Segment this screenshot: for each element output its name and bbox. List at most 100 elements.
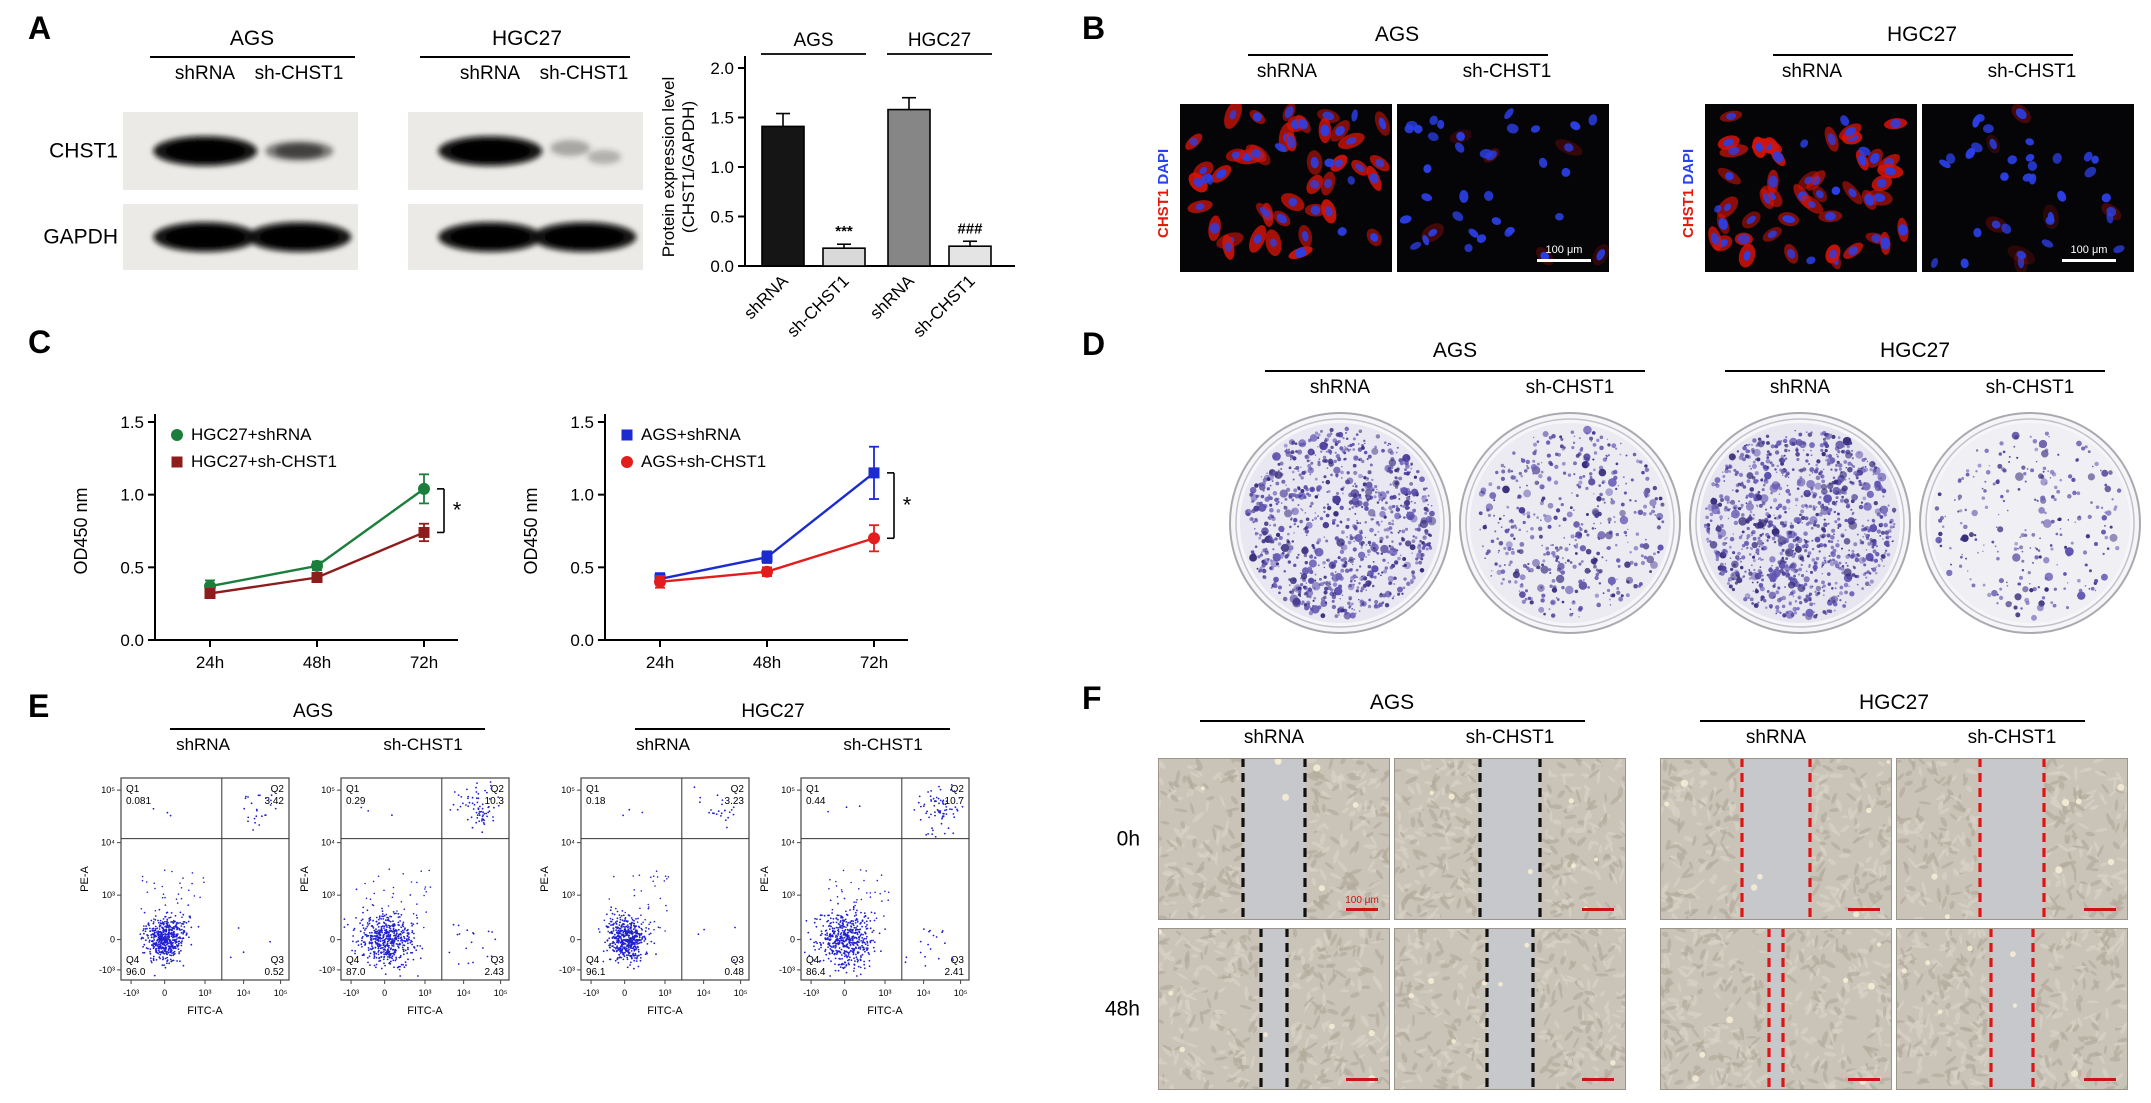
svg-text:sh-CHST1: sh-CHST1 [909, 271, 979, 341]
svg-text:10⁴: 10⁴ [697, 988, 711, 998]
panel-b-cond-ags-shrna: shRNA [1256, 61, 1318, 82]
svg-text:1.5: 1.5 [120, 413, 144, 432]
svg-text:0: 0 [382, 988, 387, 998]
svg-text:-10³: -10³ [559, 965, 575, 975]
svg-text:Q2: Q2 [271, 784, 285, 795]
svg-text:10³: 10³ [198, 988, 211, 998]
svg-text:-10³: -10³ [123, 988, 139, 998]
svg-text:10³: 10³ [658, 988, 671, 998]
if-image-hgc27-shchst1: 100 μm [1922, 104, 2134, 272]
svg-text:10⁵: 10⁵ [101, 785, 115, 795]
svg-text:10⁵: 10⁵ [734, 988, 748, 998]
od450-line-chart-hgc27: 0.0 0.5 1.0 1.5 24h 48h 72h OD450 nm HGC27+shRNA… [71, 413, 462, 672]
panel-f-cond-ags-shrna: shRNA [1243, 727, 1305, 748]
svg-text:0: 0 [330, 935, 335, 945]
svg-text:*: * [453, 498, 462, 523]
svg-text:100 μm: 100 μm [1546, 244, 1583, 256]
wound-image-0h-ags-shchst1 [1394, 758, 1626, 920]
svg-text:AGS+sh-CHST1: AGS+sh-CHST1 [641, 452, 766, 471]
svg-text:0: 0 [570, 935, 575, 945]
panel-c-label: C [28, 324, 52, 360]
panel-d-cond-ags-shchst1: sh-CHST1 [1525, 377, 1615, 398]
svg-text:1.0: 1.0 [120, 486, 144, 505]
svg-text:OD450 nm: OD450 nm [71, 487, 91, 574]
panel-f-cond-hgc27-shrna: shRNA [1745, 727, 1807, 748]
svg-text:10³: 10³ [418, 988, 431, 998]
panel-a-label: A [28, 10, 52, 46]
panel-f-cond-hgc27-shchst1: sh-CHST1 [1967, 727, 2057, 748]
lane-label-ags-shrna: shRNA [174, 63, 236, 84]
westernblot-hgc27-gapdh [408, 204, 643, 270]
stain-label-hgc27: CHST1 DAPI [1680, 148, 1697, 238]
svg-text:48h: 48h [753, 653, 781, 672]
panel-f-group-hgc27: HGC27 [1858, 691, 1930, 714]
lane-label-hgc27-shrna: shRNA [459, 63, 521, 84]
panel-a-ags-underline [150, 56, 355, 58]
svg-text:0.29: 0.29 [346, 796, 366, 807]
timepoint-label-48h: 48h [1104, 997, 1140, 1021]
panel-e-group-ags: AGS [292, 701, 334, 722]
svg-text:10⁴: 10⁴ [321, 838, 335, 848]
panel-e-label: E [28, 688, 50, 724]
svg-text:10⁴: 10⁴ [457, 988, 471, 998]
panel-e-cond-hgc27-shrna: shRNA [636, 735, 690, 754]
flow-plot-ags-shrna: -10³ 0 10³ 10⁴ 10⁵ 10⁵ 10⁴ 10³ 0 -10³ FITC-A PE-A Q1… [79, 777, 290, 1017]
wound-image-48h-ags-shchst1 [1394, 928, 1626, 1090]
svg-text:72h: 72h [860, 653, 888, 672]
svg-text:-10³: -10³ [583, 988, 599, 998]
svg-text:Q4: Q4 [586, 955, 600, 966]
panel-b-cond-hgc27-shrna: shRNA [1781, 61, 1843, 82]
svg-text:AGS: AGS [793, 30, 833, 51]
panel-f-hgc27-underline [1700, 720, 2085, 722]
svg-text:1.5: 1.5 [570, 413, 594, 432]
if-image-hgc27-shrna [1705, 104, 1917, 272]
svg-text:10⁵: 10⁵ [561, 785, 575, 795]
wound-image-0h-ags-shrna: 100 μm [1158, 758, 1390, 920]
svg-text:100 μm: 100 μm [2071, 244, 2108, 256]
svg-text:24h: 24h [646, 653, 674, 672]
svg-text:***: *** [835, 223, 853, 240]
flow-plot-hgc27-shchst1: -10³ 0 10³ 10⁴ 10⁵10⁵10⁴10³0-10³FITC-APE-AQ1… [759, 777, 970, 1017]
svg-text:1.0: 1.0 [570, 486, 594, 505]
flow-plot-ags-shchst1: -10³ 0 10³ 10⁴ 10⁵ 10⁵ 10⁴ 10³ 0 -10³ FITC-A PE-A Q1… [299, 777, 510, 1017]
svg-text:0: 0 [110, 935, 115, 945]
wound-image-48h-hgc27-shrna [1660, 928, 1892, 1090]
svg-text:0.0: 0.0 [570, 631, 594, 650]
svg-text:OD450 nm: OD450 nm [521, 487, 541, 574]
svg-text:HGC27: HGC27 [908, 30, 971, 51]
svg-text:10⁵: 10⁵ [494, 988, 508, 998]
svg-text:shRNA: shRNA [866, 271, 918, 323]
panel-e-cond-ags-shrna: shRNA [176, 735, 230, 754]
svg-text:FITC-A: FITC-A [407, 1005, 443, 1017]
svg-text:2.0: 2.0 [710, 59, 734, 78]
svg-text:-10³: -10³ [99, 965, 115, 975]
panel-d-cond-ags-shrna: shRNA [1309, 377, 1371, 398]
svg-text:0.5: 0.5 [120, 558, 144, 577]
blot-row-label-chst1: CHST1 [49, 139, 118, 163]
svg-text:Q2: Q2 [731, 784, 745, 795]
westernblot-hgc27-chst1 [408, 112, 643, 190]
panel-b-group-hgc27: HGC27 [1886, 23, 1958, 46]
panel-b-label: B [1082, 10, 1106, 46]
dapi-stain-label: DAPI [1155, 148, 1172, 185]
svg-text:0.0: 0.0 [120, 631, 144, 650]
lane-label-hgc27-shchst1: sh-CHST1 [539, 63, 629, 84]
panel-e-ags-underline [170, 728, 485, 730]
panel-f-group-ags: AGS [1369, 691, 1415, 714]
svg-text:0.48: 0.48 [725, 967, 745, 978]
svg-text:Q3: Q3 [731, 955, 745, 966]
svg-text:HGC27+sh-CHST1: HGC27+sh-CHST1 [191, 452, 337, 471]
panel-f-label: F [1082, 680, 1102, 716]
svg-text:10⁴: 10⁴ [561, 838, 575, 848]
if-image-ags-shchst1: 100 μm [1397, 104, 1609, 272]
panel-f-cond-ags-shchst1: sh-CHST1 [1465, 727, 1555, 748]
svg-text:-10³: -10³ [343, 988, 359, 998]
svg-text:Q3: Q3 [271, 955, 285, 966]
svg-text:Q1: Q1 [586, 784, 600, 795]
dapi-stain-label: DAPI [1680, 148, 1697, 185]
svg-text:0.081: 0.081 [126, 796, 151, 807]
svg-text:PE-A: PE-A [79, 866, 91, 892]
svg-text:*: * [903, 493, 912, 518]
panel-b-cond-ags-shchst1: sh-CHST1 [1462, 61, 1552, 82]
